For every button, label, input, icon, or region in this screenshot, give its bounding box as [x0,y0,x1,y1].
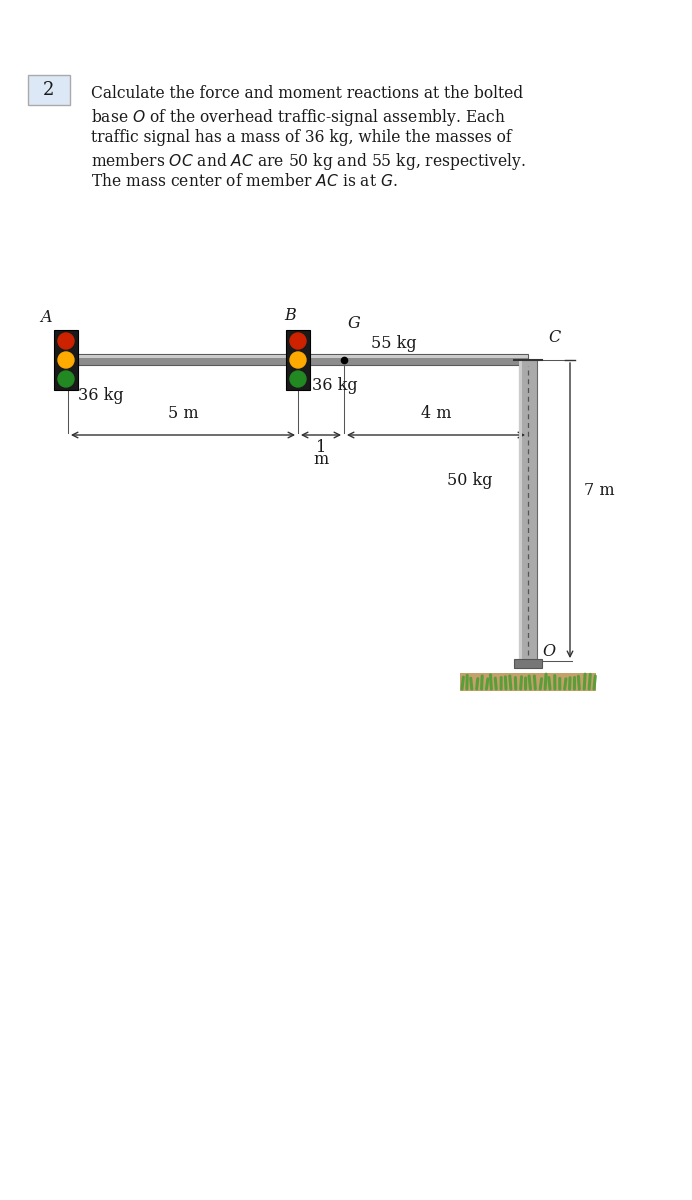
Text: O: O [542,642,555,660]
Circle shape [58,352,74,368]
Bar [514,659,542,668]
Text: 7 m: 7 m [584,482,614,499]
Text: 2: 2 [44,80,55,98]
Text: 50 kg: 50 kg [447,472,493,490]
Bar [28,74,70,104]
Circle shape [290,352,306,368]
Bar [286,330,310,390]
Text: traffic signal has a mass of 36 kg, while the masses of: traffic signal has a mass of 36 kg, whil… [91,128,511,146]
Text: C: C [548,330,561,347]
Text: 4 m: 4 m [421,404,451,422]
Circle shape [290,332,306,349]
Text: 1: 1 [316,439,326,456]
Text: A: A [40,310,52,326]
Bar [54,330,78,390]
Text: G: G [348,316,361,332]
Text: 36 kg: 36 kg [78,388,124,404]
Bar [519,360,537,661]
Text: The mass center of member $AC$ is at $G$.: The mass center of member $AC$ is at $G$… [91,173,398,190]
Text: 5 m: 5 m [167,404,199,422]
Circle shape [58,332,74,349]
Bar [460,673,596,691]
Circle shape [290,371,306,386]
Text: 55 kg: 55 kg [371,336,417,353]
Circle shape [58,371,74,386]
Text: members $OC$ and $AC$ are 50 kg and 55 kg, respectively.: members $OC$ and $AC$ are 50 kg and 55 k… [91,151,525,172]
Text: base $O$ of the overhead traffic-signal assembly. Each: base $O$ of the overhead traffic-signal … [91,107,506,128]
Text: B: B [284,307,296,324]
Text: Calculate the force and moment reactions at the bolted: Calculate the force and moment reactions… [91,85,523,102]
Text: 36 kg: 36 kg [312,378,358,395]
Bar [519,360,522,661]
Bar [56,354,528,365]
Bar [56,355,528,358]
Text: m: m [313,451,329,468]
